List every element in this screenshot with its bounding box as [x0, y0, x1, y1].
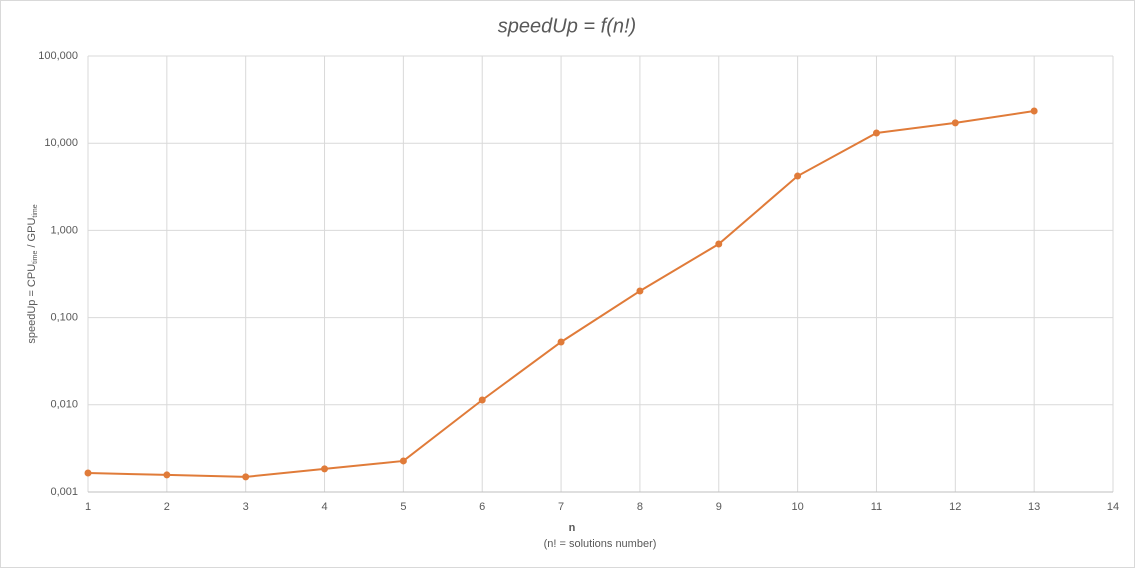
x-tick-label: 9 [716, 501, 722, 513]
x-tick-label: 12 [949, 501, 961, 513]
data-point [399, 457, 407, 465]
y-tick-label: 0,100 [50, 312, 78, 324]
x-axis-sublabel: (n! = solutions number) [544, 538, 657, 550]
y-axis-label: speedUp = CPUtime / GPUtime [26, 204, 39, 343]
data-point [872, 129, 880, 137]
data-point [715, 240, 723, 248]
y-label-part: / GPU [26, 218, 38, 251]
y-tick-label: 1,000 [50, 224, 78, 236]
data-point [794, 172, 802, 180]
x-tick-label: 5 [400, 501, 406, 513]
y-label-part: speedUp = CPU [26, 264, 38, 344]
x-axis-label: n [569, 522, 576, 534]
x-tick-label: 14 [1107, 501, 1119, 513]
x-tick-label: 2 [164, 501, 170, 513]
x-tick-label: 10 [791, 501, 803, 513]
data-point [242, 473, 250, 481]
y-tick-label: 0,010 [50, 399, 78, 411]
y-tick-label: 0,001 [50, 486, 78, 498]
x-tick-label: 3 [243, 501, 249, 513]
data-point [478, 396, 486, 404]
data-point [321, 465, 329, 473]
data-point [951, 119, 959, 127]
x-tick-label: 8 [637, 501, 643, 513]
y-tick-label: 10,000 [44, 137, 78, 149]
x-tick-label: 11 [871, 501, 882, 513]
x-tick-label: 7 [558, 501, 564, 513]
data-point [557, 338, 565, 346]
y-label-sub: time [32, 204, 39, 217]
y-label-sub: time [32, 251, 39, 264]
x-tick-label: 13 [1028, 501, 1040, 513]
x-tick-label: 4 [321, 501, 327, 513]
x-tick-label: 6 [479, 501, 485, 513]
data-point [636, 287, 644, 295]
data-point [163, 471, 171, 479]
data-point [84, 469, 92, 477]
x-tick-label: 1 [85, 501, 91, 513]
y-tick-label: 100,000 [38, 50, 78, 62]
chart-title: speedUp = f(n!) [498, 15, 636, 37]
data-point [1030, 107, 1038, 115]
